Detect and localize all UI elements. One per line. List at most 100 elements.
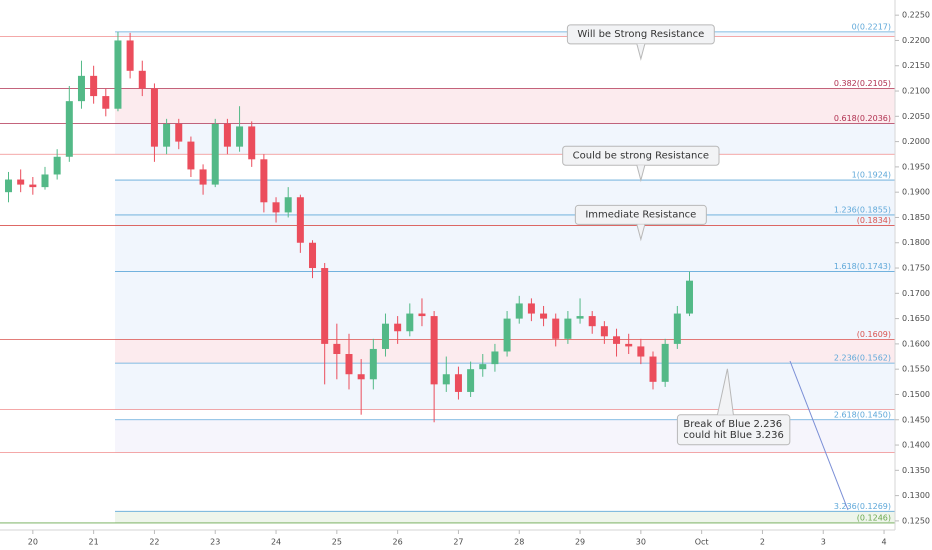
candle-body	[223, 123, 231, 147]
x-tick-label: 22	[149, 538, 159, 547]
y-tick-label: 0.1950	[902, 162, 930, 171]
y-tick-label: 0.1650	[902, 314, 930, 323]
callout: Immediate Resistance	[574, 204, 707, 242]
callout-tail	[716, 368, 734, 415]
candle-body	[552, 318, 560, 339]
x-tick-label: 26	[393, 538, 403, 547]
candle-body	[77, 75, 85, 102]
y-tick-label: 0.1800	[902, 238, 930, 247]
candle-body	[5, 179, 13, 193]
candle-body	[369, 348, 377, 380]
x-tick-label: 24	[271, 538, 281, 547]
level-label: (0.1834)	[857, 216, 891, 225]
level-label: (0.1246)	[857, 513, 891, 522]
x-tick-label: 25	[332, 538, 342, 547]
candle-body	[138, 70, 146, 89]
candle-body	[284, 197, 292, 213]
candle-body	[309, 242, 317, 269]
level-band	[115, 511, 895, 523]
candle-body	[637, 346, 645, 357]
y-tick-label: 0.1900	[902, 188, 930, 197]
candle-body	[649, 356, 657, 382]
candles	[5, 31, 693, 423]
trend-line	[789, 360, 849, 511]
level-band	[115, 180, 895, 215]
candle-body	[515, 303, 523, 319]
candle-body	[406, 313, 414, 332]
x-tick-label: 20	[28, 538, 38, 547]
candle-body	[357, 374, 365, 380]
level-label: 1.618(0.1743)	[834, 262, 891, 271]
candle-body	[661, 343, 669, 382]
candle-body	[685, 280, 693, 314]
candle-body	[625, 343, 633, 347]
candle-body	[418, 313, 426, 317]
candle-body	[163, 123, 171, 147]
candle-body	[248, 126, 256, 160]
y-tick-label: 0.1850	[902, 213, 930, 222]
level-label: 3.236(0.1269)	[834, 502, 891, 511]
callout: Could be strong Resistance	[562, 145, 720, 183]
level-label: 0.618(0.2036)	[834, 114, 891, 123]
candle-body	[394, 323, 402, 332]
level-label: 2.618(0.1450)	[834, 410, 891, 419]
level-band	[115, 225, 895, 272]
y-tick-label: 0.1500	[902, 390, 930, 399]
level-label: 0.382(0.2105)	[834, 79, 891, 88]
candle-body	[296, 197, 304, 243]
candle-body	[90, 75, 98, 97]
level-label: 0(0.2217)	[852, 22, 891, 31]
y-tick-label: 0.2050	[902, 112, 930, 121]
candle-body	[175, 123, 183, 142]
candle-body	[114, 40, 122, 109]
candle-body	[199, 169, 207, 185]
y-tick-label: 0.1300	[902, 491, 930, 500]
candle-body	[381, 323, 389, 349]
candle-body	[187, 141, 195, 170]
candle-body	[53, 156, 61, 175]
candle-body	[540, 313, 548, 319]
candle-body	[576, 316, 584, 319]
level-band	[115, 88, 895, 124]
axis-labels: 0.2250 0.2200 0.2150 0.2100 0.2050 0.2000 0.19…	[28, 11, 930, 547]
candle-body	[272, 202, 280, 213]
candle-body	[333, 343, 341, 355]
x-tick-label: 28	[514, 538, 524, 547]
annotations: Will be Strong Resistance Could be strong…	[562, 24, 791, 446]
level-band	[115, 123, 895, 155]
y-tick-label: 0.1250	[902, 516, 930, 525]
candle-body	[260, 159, 268, 203]
callout-text: Could be strong Resistance	[573, 150, 709, 161]
candle-body	[491, 351, 499, 365]
candle-body	[600, 326, 608, 337]
y-tick-label: 0.1750	[902, 264, 930, 273]
candle-body	[65, 101, 73, 157]
candle-body	[321, 268, 329, 344]
callout-text: Will be Strong Resistance	[577, 29, 704, 40]
candle-body	[211, 123, 219, 185]
x-tick-label: 27	[453, 538, 463, 547]
x-tick-label: 2	[760, 538, 765, 547]
callout-text: Immediate Resistance	[585, 209, 696, 220]
candle-body	[479, 364, 487, 370]
x-tick-label: 23	[210, 538, 220, 547]
candle-body	[17, 179, 25, 185]
x-tick-label: 3	[821, 538, 826, 547]
candle-body	[126, 40, 134, 71]
candle-body	[29, 184, 37, 188]
y-tick-label: 0.2150	[902, 61, 930, 70]
candle-body	[564, 318, 572, 339]
level-label: 1.236(0.1855)	[834, 205, 891, 214]
candle-body	[467, 369, 475, 392]
candle-body	[442, 374, 450, 385]
bands	[115, 31, 895, 523]
candle-body	[503, 318, 511, 352]
y-tick-label: 0.2200	[902, 36, 930, 45]
y-tick-label: 0.2000	[902, 137, 930, 146]
x-tick-label: 4	[882, 538, 887, 547]
candle-body	[430, 316, 438, 385]
callout-tail	[636, 224, 646, 242]
level-band	[115, 363, 895, 410]
candle-body	[41, 174, 49, 188]
